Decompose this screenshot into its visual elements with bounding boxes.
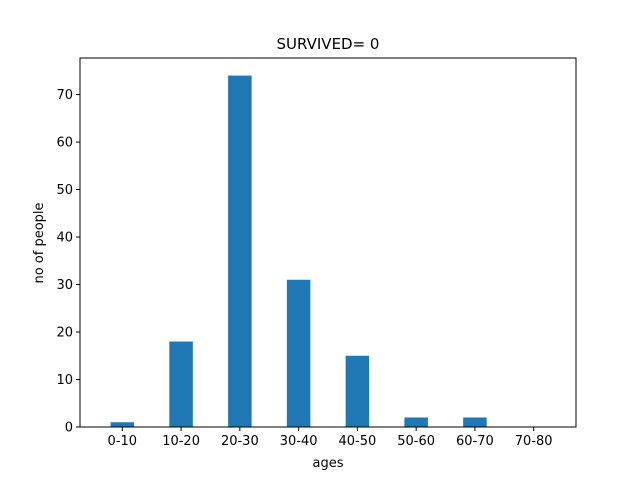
bar-0-10 xyxy=(110,422,135,427)
plot-frame xyxy=(79,57,577,428)
x-tick-label-10-20: 10-20 xyxy=(162,434,200,449)
y-tick-label-10: 10 xyxy=(56,373,73,388)
x-tick-label-50-60: 50-60 xyxy=(397,434,435,449)
x-tick-label-30-40: 30-40 xyxy=(280,434,318,449)
x-tick-label-0-10: 0-10 xyxy=(108,434,138,449)
plot-area: 0-10 10-20 20-30 30-40 40-50 50-60 60-70 70-80 0… xyxy=(56,57,577,449)
y-tick-label-70: 70 xyxy=(56,88,73,103)
y-tick-label-20: 20 xyxy=(56,326,73,341)
y-tick-label-40: 40 xyxy=(56,231,73,246)
chart-title: SURVIVED= 0 xyxy=(277,35,380,53)
x-tick-label-20-30: 20-30 xyxy=(221,434,259,449)
bar-10-20 xyxy=(169,341,193,427)
bar-50-60 xyxy=(404,417,428,427)
bar-20-30 xyxy=(228,75,252,428)
x-tick-label-40-50: 40-50 xyxy=(338,434,376,449)
y-tick-label-50: 50 xyxy=(56,183,73,198)
x-axis-label: ages xyxy=(313,456,344,471)
x-tick-label-70-80: 70-80 xyxy=(515,434,553,449)
y-tick-label-60: 60 xyxy=(56,136,73,151)
bar-60-70 xyxy=(463,417,487,427)
bar-30-40 xyxy=(286,279,311,427)
y-tick-label-0: 0 xyxy=(65,421,73,436)
y-axis-label: no of people xyxy=(32,202,47,283)
y-tick-label-30: 30 xyxy=(56,278,73,293)
bar-40-50 xyxy=(345,355,370,427)
x-tick-label-60-70: 60-70 xyxy=(456,434,494,449)
